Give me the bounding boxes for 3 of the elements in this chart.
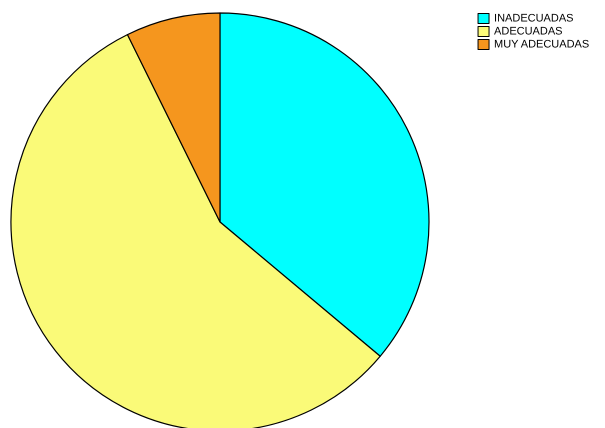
legend-label: ADECUADAS <box>494 26 563 38</box>
legend-label: MUY ADECUADAS <box>494 38 590 50</box>
legend-label: INADECUADAS <box>494 12 574 24</box>
